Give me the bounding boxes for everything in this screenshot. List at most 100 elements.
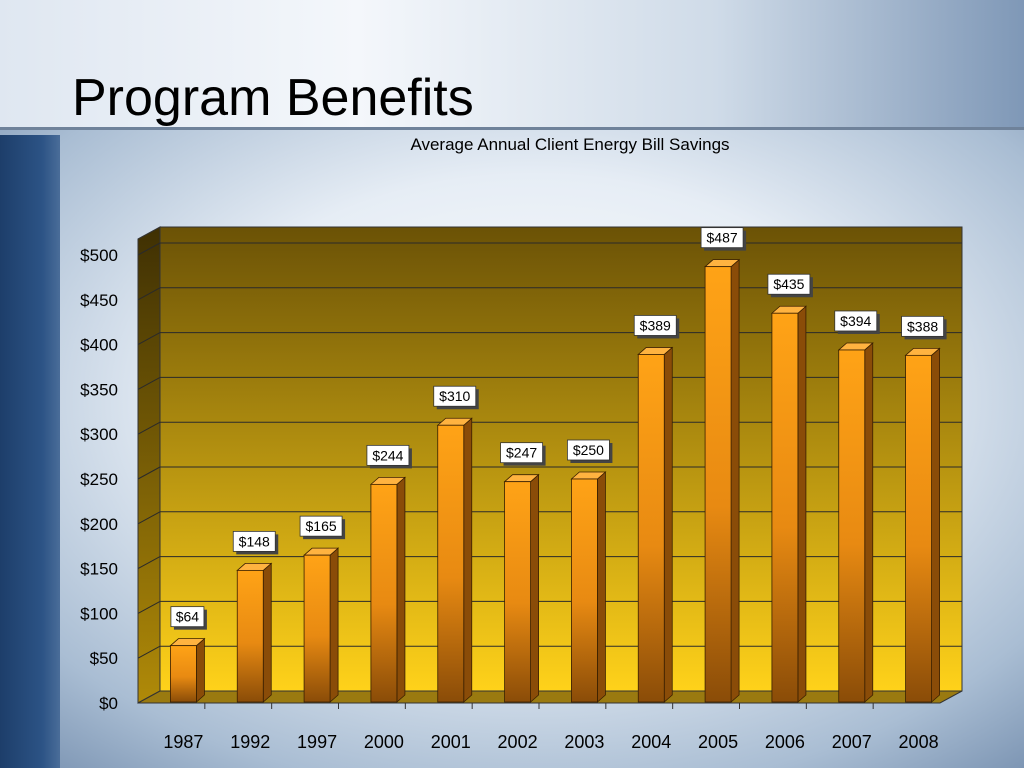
x-tick-label: 2007 bbox=[832, 732, 872, 752]
bar bbox=[503, 473, 540, 703]
y-tick-label: $350 bbox=[80, 380, 118, 399]
title-band bbox=[0, 0, 1024, 128]
data-label-box bbox=[232, 530, 276, 552]
y-tick-label: $50 bbox=[90, 649, 118, 668]
bar-front bbox=[437, 424, 465, 703]
y-tick-label: $100 bbox=[80, 604, 118, 623]
bar bbox=[303, 547, 340, 703]
data-label: $310 bbox=[433, 385, 479, 410]
plot-area bbox=[137, 226, 963, 704]
data-label-text: $389 bbox=[640, 317, 671, 333]
bar bbox=[904, 347, 941, 703]
bar-front bbox=[236, 569, 264, 703]
y-tick-label: $250 bbox=[80, 470, 118, 489]
bar-side bbox=[329, 547, 339, 703]
gridline-side bbox=[137, 332, 161, 346]
gridline-side bbox=[137, 600, 161, 614]
y-tick-label: $200 bbox=[80, 515, 118, 534]
bars bbox=[169, 258, 941, 703]
data-label-text: $388 bbox=[907, 318, 938, 334]
bar bbox=[169, 637, 206, 703]
data-label-text: $394 bbox=[840, 313, 871, 329]
data-label: $487 bbox=[700, 227, 747, 251]
x-tick-label: 2008 bbox=[899, 732, 939, 752]
data-label-box bbox=[901, 315, 944, 337]
y-tick-label: $450 bbox=[80, 291, 118, 310]
data-label-text: $165 bbox=[306, 518, 337, 534]
y-tick-label: $300 bbox=[80, 425, 118, 444]
bar-side bbox=[864, 342, 874, 703]
y-tick-label: $150 bbox=[80, 560, 118, 579]
bar-front bbox=[303, 554, 331, 703]
bar-front bbox=[704, 266, 732, 703]
gridline-side bbox=[137, 466, 161, 480]
bar-side bbox=[730, 258, 740, 703]
bar bbox=[770, 305, 807, 703]
data-label: $388 bbox=[901, 315, 947, 340]
y-tick-label: $0 bbox=[99, 694, 118, 713]
data-label-text: $244 bbox=[372, 447, 403, 463]
data-label-text: $250 bbox=[573, 442, 604, 458]
x-tick-label: 2001 bbox=[431, 732, 471, 752]
left-accent-bar bbox=[0, 135, 60, 768]
bar-front bbox=[771, 312, 799, 703]
data-label-box bbox=[433, 385, 477, 407]
bar-side bbox=[396, 476, 406, 703]
bar-front bbox=[370, 483, 398, 703]
y-tick-label: $500 bbox=[80, 246, 118, 265]
data-label: $250 bbox=[567, 439, 613, 463]
data-label-box bbox=[170, 606, 205, 628]
chart-title: Average Annual Client Energy Bill Saving… bbox=[410, 135, 730, 154]
x-tick-label: 2003 bbox=[564, 732, 604, 752]
bar-side bbox=[663, 346, 673, 703]
data-label-text: $310 bbox=[439, 388, 470, 404]
bar bbox=[837, 342, 874, 703]
bar bbox=[570, 471, 607, 703]
x-tick-label: 2004 bbox=[631, 732, 671, 752]
bar-side bbox=[931, 347, 940, 703]
bar-front bbox=[637, 354, 665, 703]
data-labels: $64 $148 $165 $244 $310 $247 $250 $389 $487 $435 $… bbox=[170, 227, 947, 630]
data-label: $435 bbox=[767, 273, 813, 298]
gridline-side bbox=[137, 645, 161, 659]
bar-side bbox=[597, 471, 606, 703]
data-label-box bbox=[567, 439, 610, 461]
bar-front bbox=[504, 481, 531, 703]
bar bbox=[369, 476, 406, 703]
data-label-text: $435 bbox=[773, 276, 804, 292]
bar-front bbox=[905, 354, 932, 703]
gridline-side bbox=[137, 421, 161, 435]
bar bbox=[236, 562, 273, 703]
data-label-text: $64 bbox=[176, 609, 200, 625]
data-label: $247 bbox=[500, 442, 546, 466]
bar-side bbox=[262, 562, 272, 703]
data-label-text: $247 bbox=[506, 445, 537, 461]
data-label: $165 bbox=[299, 515, 346, 540]
x-axis: 1987 1992 1997 2000 2001 2002 2003 2004 2005 2006… bbox=[163, 703, 939, 752]
x-tick-label: 2002 bbox=[498, 732, 538, 752]
plot-back-wall bbox=[159, 226, 963, 692]
bar bbox=[436, 417, 473, 703]
data-label-text: $148 bbox=[239, 533, 270, 549]
bar-side bbox=[463, 417, 473, 703]
data-label-box bbox=[366, 444, 410, 466]
data-label: $244 bbox=[366, 444, 412, 469]
x-tick-label: 1987 bbox=[163, 732, 203, 752]
data-label-box bbox=[700, 227, 744, 249]
bar-front bbox=[838, 349, 866, 703]
x-tick-label: 2005 bbox=[698, 732, 738, 752]
y-axis: $0 $50 $100 $150 $200 $250 $300 $350 $400 $450 $50… bbox=[80, 239, 139, 713]
data-label: $64 bbox=[170, 606, 207, 630]
page-title: Program Benefits bbox=[72, 69, 474, 127]
gridline-side bbox=[137, 556, 161, 570]
data-label: $394 bbox=[834, 310, 880, 334]
bar-front bbox=[170, 645, 197, 703]
data-label-box bbox=[633, 315, 677, 336]
bar-side bbox=[797, 305, 807, 703]
data-label-text: $487 bbox=[707, 230, 738, 246]
bar bbox=[637, 346, 674, 703]
bar-front bbox=[571, 478, 598, 703]
gridlines bbox=[137, 242, 962, 659]
gridline-side bbox=[137, 376, 161, 390]
